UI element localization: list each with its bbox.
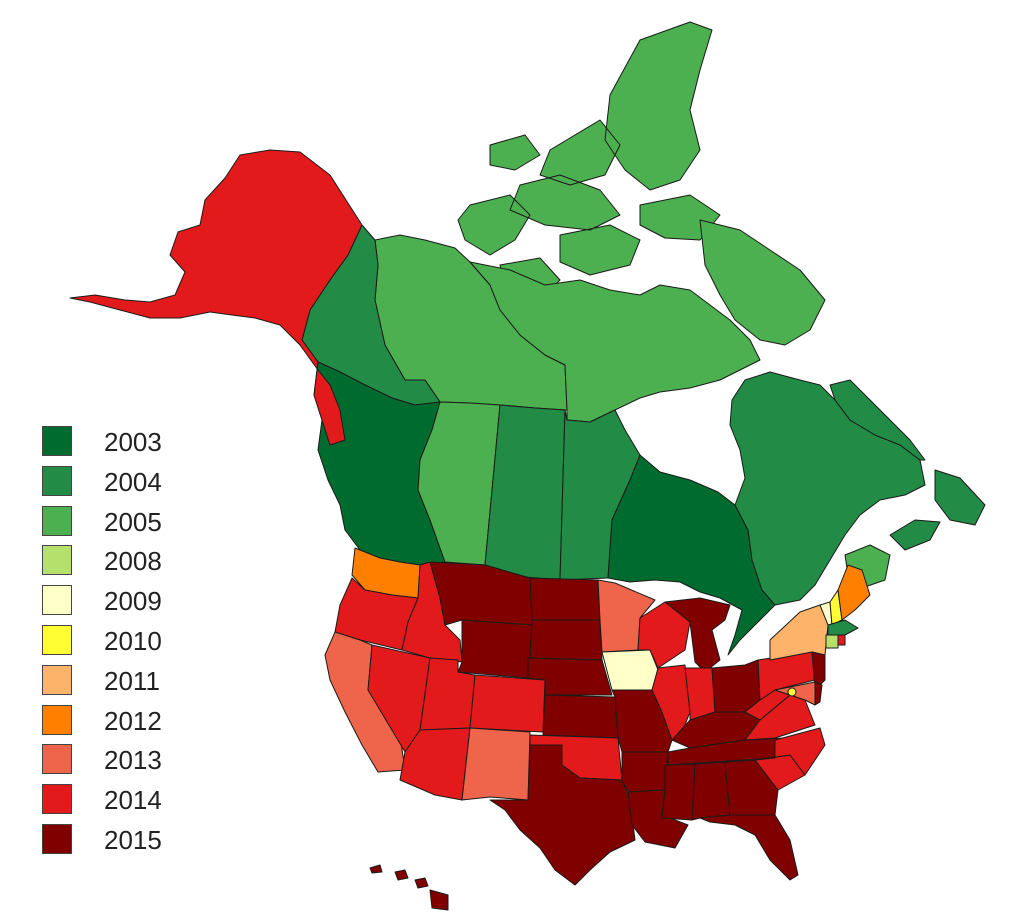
region-ontario bbox=[607, 454, 776, 656]
legend-label: 2003 bbox=[104, 427, 162, 457]
legend-swatch bbox=[42, 744, 72, 775]
region-alaska bbox=[69, 149, 363, 446]
region-indiana bbox=[684, 667, 716, 721]
legend-swatch bbox=[42, 426, 72, 456]
region-hawaii bbox=[369, 864, 449, 911]
legend-label: 2011 bbox=[104, 665, 160, 696]
legend-label: 2008 bbox=[104, 546, 162, 577]
region-nunavut bbox=[457, 21, 721, 301]
region-massachusetts bbox=[827, 619, 859, 636]
region-colorado bbox=[469, 674, 546, 733]
region-north-dakota bbox=[529, 577, 601, 621]
legend-swatch bbox=[42, 465, 72, 496]
region-rhode-island bbox=[837, 634, 846, 646]
legend-swatch bbox=[42, 784, 72, 815]
region-california bbox=[324, 631, 406, 773]
region-delaware bbox=[814, 681, 823, 706]
legend-label: 2004 bbox=[104, 466, 162, 497]
legend-label: 2010 bbox=[104, 625, 162, 656]
legend-swatch bbox=[42, 505, 72, 536]
legend-label: 2009 bbox=[104, 586, 162, 617]
region-texas bbox=[489, 744, 636, 886]
legend-label: 2005 bbox=[104, 506, 162, 537]
legend-label: 2012 bbox=[104, 705, 162, 736]
region-georgia bbox=[724, 759, 779, 816]
legend-swatch bbox=[42, 545, 72, 576]
region-new-york bbox=[769, 604, 829, 661]
legend-label: 2014 bbox=[104, 785, 162, 816]
legend-swatch bbox=[42, 823, 72, 854]
region-new-mexico bbox=[461, 727, 531, 801]
region-newfoundland-labrador bbox=[829, 379, 986, 526]
region-district-of-columbia bbox=[787, 687, 797, 697]
region-iowa bbox=[601, 649, 659, 691]
region-north-carolina bbox=[754, 727, 826, 776]
legend-swatch bbox=[42, 664, 72, 695]
region-nova-scotia bbox=[889, 519, 941, 551]
region-maine bbox=[837, 564, 871, 621]
legend-label: 2015 bbox=[104, 824, 162, 855]
region-kansas bbox=[542, 694, 619, 739]
legend-label: 2013 bbox=[104, 745, 162, 776]
region-alberta bbox=[417, 401, 501, 566]
region-michigan bbox=[664, 597, 731, 673]
region-new-jersey bbox=[811, 651, 826, 691]
region-quebec bbox=[729, 371, 926, 606]
region-mississippi bbox=[661, 763, 696, 821]
region-florida bbox=[699, 814, 799, 881]
region-connecticut bbox=[825, 634, 839, 649]
legend-swatch bbox=[42, 585, 72, 616]
legend-swatch bbox=[42, 704, 72, 735]
region-alabama bbox=[691, 761, 731, 821]
region-arkansas bbox=[621, 751, 669, 793]
region-wyoming bbox=[457, 619, 533, 679]
region-nunavut-mainland bbox=[469, 219, 826, 423]
region-south-dakota bbox=[529, 619, 603, 661]
legend-swatch bbox=[42, 624, 72, 655]
